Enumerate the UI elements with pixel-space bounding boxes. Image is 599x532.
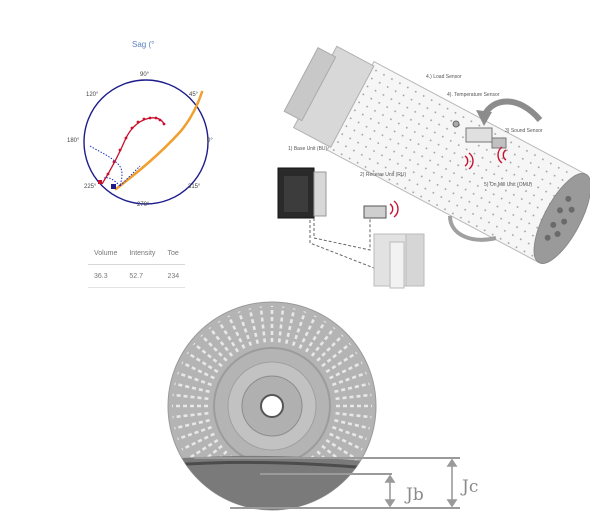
label-receive-unit: 2) Receive Unit (RU) — [360, 172, 407, 178]
polar-plot-panel: Sag (° — [60, 34, 240, 214]
lifter-slot — [174, 418, 210, 430]
lifter-slot — [331, 371, 367, 387]
rotation-arrow-lower-icon — [448, 215, 497, 242]
polar-angle-0: 0° — [207, 138, 213, 144]
lifter-slot — [334, 418, 370, 430]
table-cell: 52.7 — [123, 264, 162, 288]
table-header: Toe — [161, 242, 186, 265]
lifter-slot — [181, 361, 215, 380]
label-temp-sensor: 4). Temperature Sensor — [447, 92, 500, 98]
lifter-slot — [331, 425, 367, 441]
lifter-slot — [325, 438, 358, 461]
polar-title: Sag (° — [132, 40, 155, 49]
lifter-slot — [329, 361, 363, 380]
polar-orange-curve — [114, 90, 204, 191]
table-header: Volume — [88, 242, 124, 265]
lifter-slot — [316, 334, 344, 362]
on-mill-unit — [465, 127, 493, 143]
label-load-sensor: 4.) Load Sensor — [426, 74, 462, 80]
polar-marker-square — [111, 184, 116, 189]
lifter-slot — [310, 327, 336, 357]
table-cell: 36.3 — [88, 264, 124, 288]
label-on-mill-unit: 5) On Mill Unit (OMU) — [484, 182, 533, 188]
polar-red-points — [106, 116, 166, 176]
mill-charge — [168, 455, 376, 510]
dimension-arrows — [384, 458, 458, 508]
lifter-slot — [237, 311, 253, 347]
lifter-slot — [181, 432, 215, 451]
mill-cross-section — [167, 301, 460, 511]
label-base-unit: 1) Base Unit (BU) — [288, 146, 328, 152]
polar-angle-315: 315° — [188, 184, 201, 190]
lifter-slot — [335, 411, 372, 419]
receive-unit — [363, 205, 387, 219]
polar-angle-120: 120° — [86, 92, 99, 98]
polar-blue-curve — [89, 145, 141, 188]
lifter-slot — [321, 342, 351, 368]
sound-sensor — [491, 137, 507, 149]
load-sensor — [452, 120, 460, 128]
polar-circle — [83, 79, 209, 205]
mill-system-diagram — [277, 45, 590, 289]
polar-marker-red — [98, 180, 102, 184]
label-sound-sensor: 3) Sound Sensor — [505, 128, 543, 134]
polar-angle-90: 90° — [140, 72, 150, 78]
polar-angle-225: 225° — [84, 184, 97, 190]
dimension-lines — [194, 457, 460, 509]
table-header-row: Volume Intensity Toe — [88, 242, 186, 265]
polar-angle-180: 180° — [67, 138, 80, 144]
wireless-signal-icon — [464, 146, 507, 170]
cable-line — [309, 220, 410, 269]
lifter-slot — [335, 393, 372, 401]
trunnion-hole — [260, 394, 284, 418]
lifter-slot — [177, 371, 213, 387]
rotation-arrow-icon — [481, 98, 543, 123]
measurement-table: Volume Intensity Toe 36.3 52.7 234 — [88, 242, 186, 288]
lifter-slot — [186, 438, 219, 461]
polar-chart — [83, 79, 209, 205]
dimension-jb: Jb — [406, 485, 424, 505]
table-header: Intensity — [123, 242, 162, 265]
lifter-slot — [208, 327, 234, 357]
server-unit — [373, 233, 425, 289]
lifter-slot — [329, 432, 363, 451]
lifter-slot — [193, 342, 223, 368]
mill-cylinder — [283, 45, 590, 264]
receive-signal-icon — [389, 200, 399, 218]
dimension-jc: Jc — [462, 477, 479, 497]
polar-angle-45: 45° — [189, 92, 199, 98]
rotation-arrowhead-icon — [476, 110, 492, 126]
lifter-slot — [200, 334, 228, 362]
table-row: 36.3 52.7 234 — [88, 264, 186, 288]
lifter-slot — [291, 311, 307, 347]
table-cell: 234 — [161, 264, 186, 288]
polar-angle-270: 270° — [137, 202, 150, 208]
cable-line — [313, 218, 371, 251]
lifter-slot — [177, 425, 213, 441]
lifter-slot — [334, 382, 370, 394]
